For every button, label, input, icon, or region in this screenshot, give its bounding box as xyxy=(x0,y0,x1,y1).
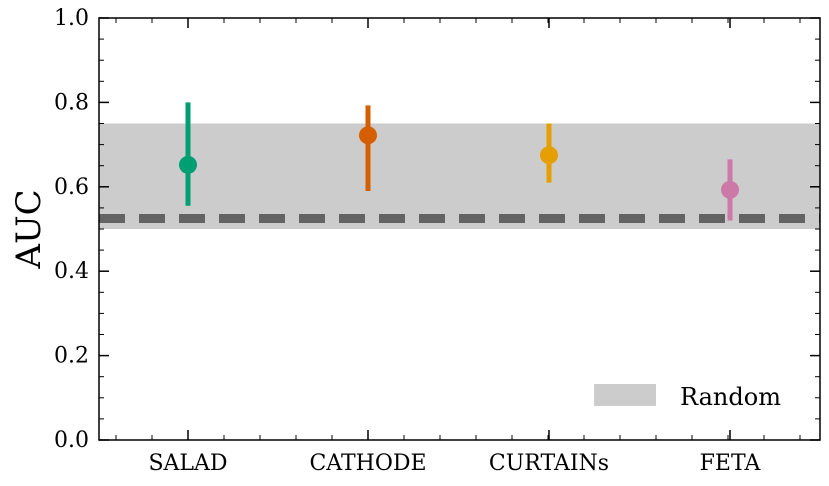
point-salad xyxy=(179,155,197,174)
tick-layer xyxy=(99,17,820,441)
y-tick-label: 0.6 xyxy=(54,175,89,200)
legend: Random xyxy=(594,383,781,411)
point-cathode xyxy=(359,126,377,145)
random-band xyxy=(99,123,820,229)
point-layer xyxy=(179,126,739,199)
x-tick-label-feta: FETA xyxy=(700,451,762,476)
x-tick-label-curtains: CURTAINs xyxy=(489,451,609,476)
y-tick-label: 0.2 xyxy=(54,344,89,369)
x-tick-label-salad: SALAD xyxy=(148,451,227,476)
y-tick-label: 0.8 xyxy=(54,90,89,115)
x-tick-label-cathode: CATHODE xyxy=(309,451,426,476)
y-tick-label: 0.4 xyxy=(54,259,89,284)
point-curtains xyxy=(540,146,558,165)
y-tick-label: 0.0 xyxy=(54,428,89,453)
point-feta xyxy=(721,180,739,199)
x-tick-labels: SALAD CATHODE CURTAINs FETA xyxy=(148,451,761,476)
legend-swatch-random xyxy=(594,384,656,406)
legend-label-random: Random xyxy=(680,383,781,411)
y-axis-title: AUC xyxy=(9,189,49,269)
y-tick-label: 1.0 xyxy=(54,6,89,31)
random-band-layer xyxy=(99,123,820,229)
y-tick-labels: 0.0 0.2 0.4 0.6 0.8 1.0 xyxy=(54,6,89,453)
